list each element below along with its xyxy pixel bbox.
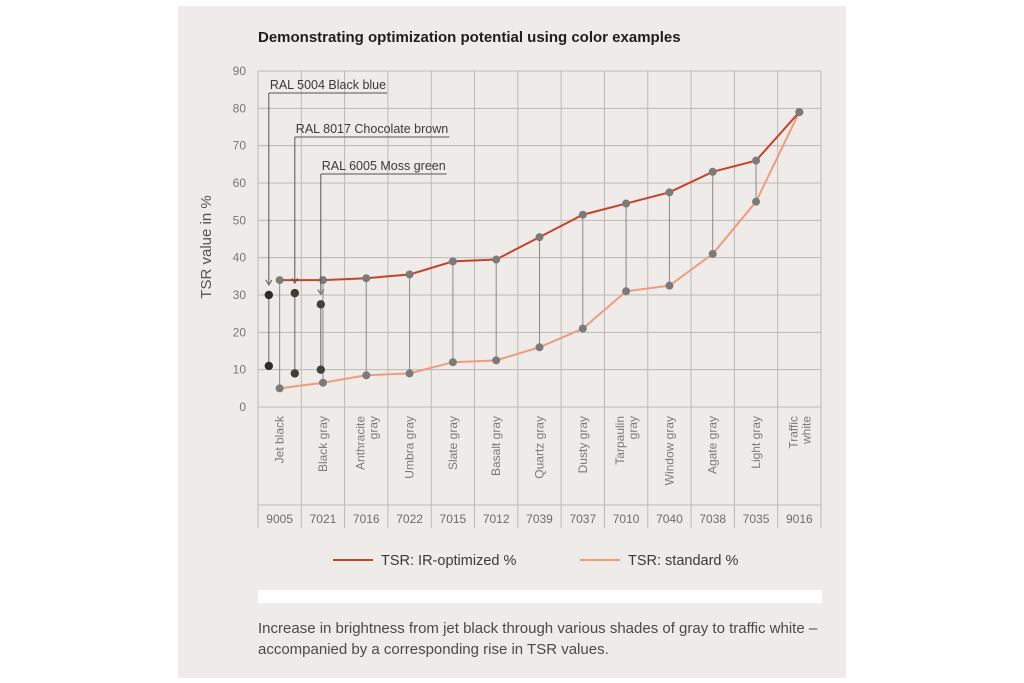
annotation-point bbox=[290, 369, 300, 378]
annotation-arrow bbox=[317, 289, 325, 296]
annotation-point bbox=[264, 361, 274, 371]
annotation-point bbox=[264, 290, 274, 300]
chart-caption: Increase in brightness from jet black th… bbox=[258, 620, 818, 658]
data-point bbox=[318, 378, 327, 387]
data-point bbox=[492, 255, 501, 264]
annotation-point bbox=[290, 288, 300, 298]
data-point bbox=[448, 358, 457, 367]
divider-band bbox=[258, 590, 822, 603]
ral-code-label: 7022 bbox=[396, 512, 423, 526]
ral-code-label: 7038 bbox=[699, 512, 726, 526]
data-point bbox=[405, 369, 414, 378]
annotation-arrow bbox=[265, 279, 273, 286]
ral-code-label: 7021 bbox=[310, 512, 337, 526]
category-label: Agate gray bbox=[706, 416, 720, 474]
chart-panel: Demonstrating optimization potential usi… bbox=[178, 6, 846, 678]
data-point bbox=[795, 108, 804, 117]
y-tick-label: 10 bbox=[233, 363, 247, 377]
data-point bbox=[535, 233, 544, 242]
category-label: Anthracitegray bbox=[353, 416, 380, 470]
axes: 0 10 20 30 40 50 60 70 80 90 Jet black 9005 Black gr… bbox=[233, 64, 814, 526]
ral-code-label: 9016 bbox=[786, 512, 813, 526]
data-point bbox=[275, 276, 284, 285]
y-tick-label: 0 bbox=[239, 400, 246, 414]
data-point bbox=[405, 270, 414, 279]
data-point bbox=[535, 343, 544, 352]
y-axis-label: TSR value in % bbox=[198, 195, 215, 298]
grid bbox=[257, 70, 822, 528]
annotation-point bbox=[316, 300, 325, 309]
data-point bbox=[752, 197, 761, 206]
category-label: Slate gray bbox=[446, 416, 460, 470]
data-point bbox=[448, 257, 457, 266]
category-label: Tarpaulingray bbox=[613, 416, 640, 465]
annotation-point bbox=[316, 365, 325, 374]
annotation-arrow bbox=[291, 277, 299, 285]
ral-code-label: 7016 bbox=[353, 512, 380, 526]
ral-code-label: 7035 bbox=[743, 512, 770, 526]
category-label: Umbra gray bbox=[403, 416, 417, 479]
y-tick-label: 90 bbox=[233, 64, 247, 78]
y-tick-label: 60 bbox=[233, 176, 247, 190]
legend: TSR: IR-optimized % TSR: standard % bbox=[333, 553, 739, 569]
data-point bbox=[708, 249, 717, 258]
data-point bbox=[622, 287, 631, 296]
ral-code-label: 7040 bbox=[656, 512, 683, 526]
y-tick-label: 40 bbox=[233, 251, 247, 265]
ral-code-label: 7039 bbox=[526, 512, 553, 526]
y-tick-label: 70 bbox=[233, 139, 247, 153]
data-point bbox=[362, 371, 371, 380]
y-tick-label: 30 bbox=[233, 288, 247, 302]
category-label: Window gray bbox=[662, 416, 676, 485]
data-point bbox=[318, 276, 327, 285]
ral-code-label: 7012 bbox=[483, 512, 510, 526]
category-label: Quartz gray bbox=[533, 416, 547, 479]
annotations: RAL 5004 Black blue RAL 8017 Chocolate br… bbox=[264, 78, 450, 378]
annotation-label: RAL 8017 Chocolate brown bbox=[296, 122, 448, 136]
data-point bbox=[665, 188, 674, 197]
category-label: Basalt gray bbox=[489, 416, 503, 476]
category-label: Jet black bbox=[273, 415, 287, 463]
ral-code-label: 9005 bbox=[266, 512, 293, 526]
ral-code-label: 7037 bbox=[569, 512, 596, 526]
category-label: Light gray bbox=[749, 416, 763, 469]
legend-label: TSR: IR-optimized % bbox=[381, 553, 516, 569]
y-tick-label: 50 bbox=[233, 213, 247, 227]
category-label: Trafficwhite bbox=[786, 416, 813, 449]
series bbox=[275, 108, 804, 393]
data-point bbox=[578, 210, 587, 219]
category-label: Dusty gray bbox=[576, 416, 590, 473]
legend-label: TSR: standard % bbox=[628, 553, 739, 569]
ral-code-label: 7010 bbox=[613, 512, 640, 526]
data-point bbox=[275, 384, 284, 393]
data-point bbox=[578, 324, 587, 333]
chart-title: Demonstrating optimization potential usi… bbox=[258, 29, 681, 46]
data-point bbox=[492, 356, 501, 365]
data-point bbox=[752, 156, 761, 165]
data-point bbox=[622, 199, 631, 208]
annotation-label: RAL 6005 Moss green bbox=[322, 159, 446, 173]
annotation-label: RAL 5004 Black blue bbox=[270, 78, 386, 92]
y-tick-label: 80 bbox=[233, 101, 247, 115]
difference-lines bbox=[279, 160, 757, 389]
y-tick-label: 20 bbox=[233, 325, 247, 339]
category-label: Black gray bbox=[316, 416, 330, 472]
ral-code-label: 7015 bbox=[440, 512, 467, 526]
data-point bbox=[665, 281, 674, 290]
data-point bbox=[362, 274, 371, 283]
data-point bbox=[708, 167, 717, 176]
tsr-line-chart: Demonstrating optimization potential usi… bbox=[198, 29, 822, 603]
